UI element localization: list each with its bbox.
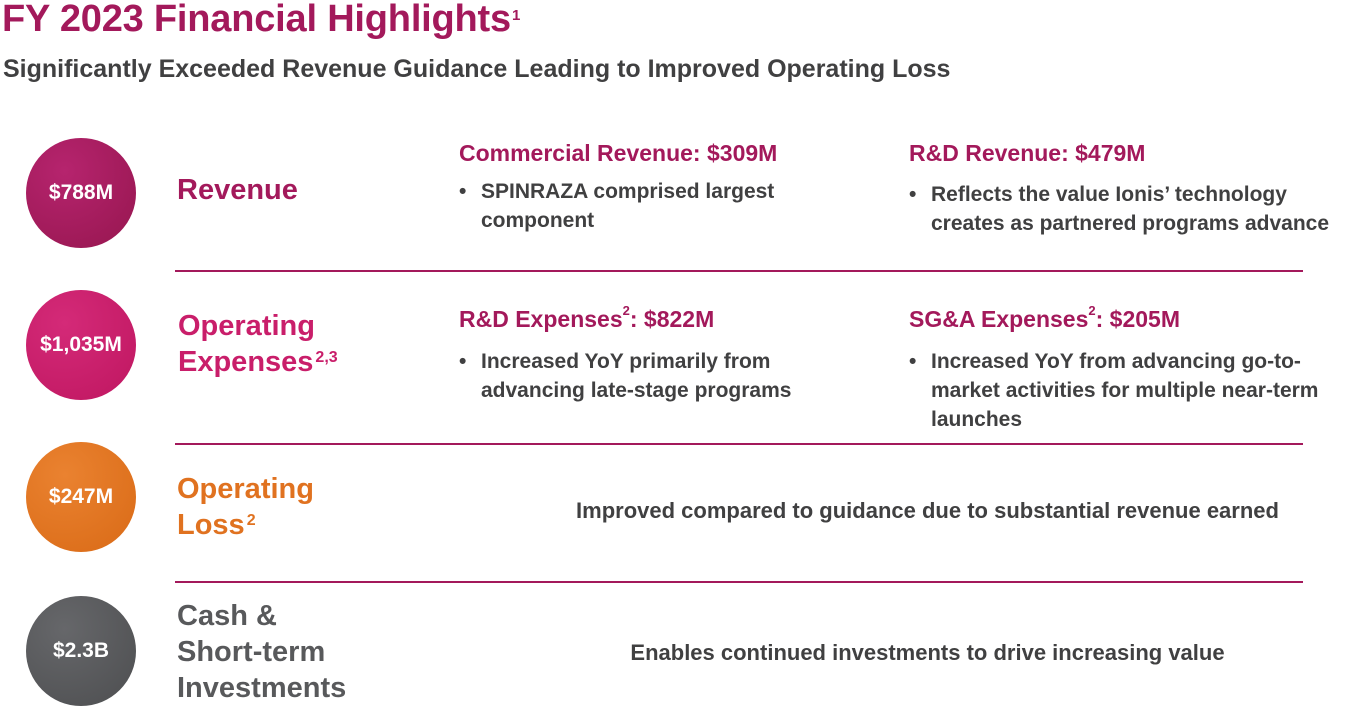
cash-label: Cash & Short-term Investments (177, 600, 347, 704)
divider-3 (175, 581, 1303, 583)
oploss-label: Operating Loss 2 (177, 473, 314, 541)
title-text: FY 2023 Financial Highlights (2, 0, 511, 40)
divider-1 (175, 270, 1303, 272)
revenue-amount-circle: $788M (26, 138, 136, 248)
cash-description: Enables continued investments to drive i… (630, 640, 1225, 665)
title-footnote: 1 (511, 7, 521, 24)
revenue-label: Revenue (177, 174, 298, 206)
oploss-amount: $247M (48, 485, 114, 508)
rd-expenses-bullet: • Increased YoY primarily from advancing … (459, 350, 792, 402)
rd-expenses-heading: R&D Expenses2: $822M (459, 303, 715, 332)
opex-amount-circle: $1,035M (26, 290, 136, 400)
cash-amount: $2.3B (52, 639, 110, 662)
commercial-revenue-bullet: • SPINRAZA comprised largest component (459, 180, 775, 232)
commercial-revenue-heading: Commercial Revenue: $309M (459, 140, 778, 166)
oploss-amount-circle: $247M (26, 442, 136, 552)
revenue-amount: $788M (48, 181, 114, 204)
page-title: FY 2023 Financial Highlights1 (2, 0, 520, 41)
cash-amount-circle: $2.3B (26, 596, 136, 706)
opex-label: Operating Expenses 2,3 (178, 310, 338, 378)
divider-2 (175, 443, 1303, 445)
opex-amount: $1,035M (40, 333, 122, 356)
sga-expenses-bullet: • Increased YoY from advancing go-to-mark… (909, 350, 1319, 431)
sga-expenses-heading: SG&A Expenses2: $205M (909, 303, 1180, 332)
rd-revenue-bullet: • Reflects the value Ionis’ technology cr… (909, 183, 1330, 235)
page-subtitle: Significantly Exceeded Revenue Guidance … (3, 55, 951, 83)
oploss-description: Improved compared to guidance due to sub… (576, 498, 1279, 523)
rd-revenue-heading: R&D Revenue: $479M (909, 140, 1146, 166)
